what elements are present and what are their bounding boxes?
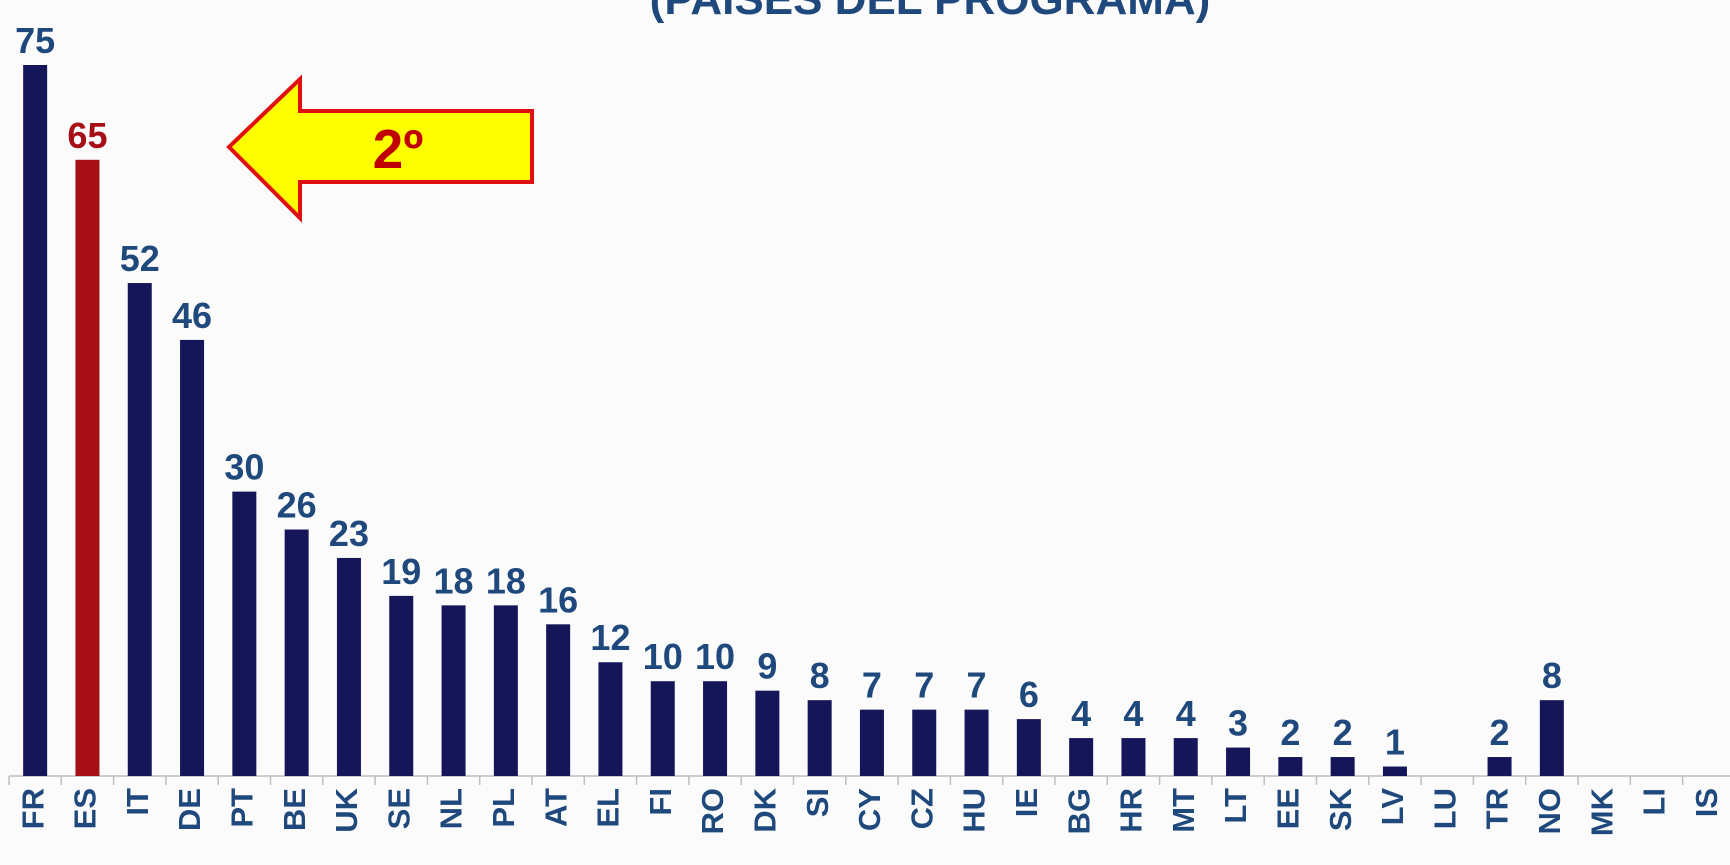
x-tick-label: SI <box>800 788 835 817</box>
arrow <box>226 74 534 223</box>
value-label: 2 <box>1280 712 1300 753</box>
bar <box>1173 738 1198 776</box>
bar <box>1069 738 1094 776</box>
x-tick-label: LT <box>1218 788 1253 824</box>
value-label: 7 <box>862 665 882 706</box>
bar <box>1226 747 1251 776</box>
value-label: 2 <box>1333 712 1353 753</box>
x-tick-label: LV <box>1375 788 1410 826</box>
bar <box>493 605 518 776</box>
x-tick-label: LI <box>1637 788 1672 816</box>
x-tick-label: PT <box>225 788 260 828</box>
bar <box>1121 738 1146 776</box>
bar <box>650 681 675 776</box>
value-label: 46 <box>172 295 212 336</box>
value-label: 65 <box>67 115 107 156</box>
x-tick-label: NO <box>1532 788 1567 835</box>
bar <box>389 595 414 776</box>
x-tick-label: IS <box>1689 788 1724 817</box>
value-label: 3 <box>1228 703 1248 744</box>
x-tick-label: FR <box>15 788 50 829</box>
bar <box>807 700 832 776</box>
x-tick-label: HR <box>1114 788 1149 833</box>
value-label: 2 <box>1490 712 1510 753</box>
bar <box>75 159 100 777</box>
bar <box>964 709 989 776</box>
value-label: 30 <box>224 447 264 488</box>
value-label: 1 <box>1385 722 1405 763</box>
value-label: 18 <box>434 560 474 601</box>
value-label: 23 <box>329 513 369 554</box>
value-label: 75 <box>15 20 55 61</box>
value-label: 8 <box>1542 655 1562 696</box>
value-label: 4 <box>1176 693 1196 734</box>
bar <box>441 605 466 776</box>
value-label: 6 <box>1019 674 1039 715</box>
x-tick-label: SE <box>381 788 416 829</box>
value-label: 8 <box>810 655 830 696</box>
value-label: 12 <box>590 617 630 658</box>
value-label: 52 <box>120 238 160 279</box>
value-label: 26 <box>277 485 317 526</box>
chart-title: (PAÍSES DEL PROGRAMA) <box>650 0 1211 24</box>
value-label: 10 <box>695 636 735 677</box>
x-tick-label: DE <box>172 788 207 831</box>
bar <box>912 709 937 776</box>
x-tick-label: HU <box>957 788 992 833</box>
value-label: 16 <box>538 579 578 620</box>
value-label: 7 <box>914 665 934 706</box>
bar <box>546 624 571 776</box>
bar <box>703 681 728 776</box>
value-label: 4 <box>1123 693 1143 734</box>
bar <box>598 662 623 776</box>
x-tick-label: MT <box>1166 788 1201 833</box>
bar <box>336 557 361 776</box>
value-label: 19 <box>381 551 421 592</box>
value-label: 9 <box>757 646 777 687</box>
x-tick-label: UK <box>329 787 364 832</box>
value-label: 7 <box>967 665 987 706</box>
bar <box>1330 757 1355 776</box>
x-tick-label: EL <box>591 788 626 828</box>
bar <box>1382 766 1407 776</box>
x-tick-label: ES <box>68 788 103 829</box>
bar <box>1539 700 1564 776</box>
bar <box>1487 757 1512 776</box>
x-tick-label: CY <box>852 788 887 831</box>
x-tick-label: SK <box>1323 787 1358 831</box>
bar <box>284 529 309 776</box>
bar <box>1278 757 1303 776</box>
x-tick-label: RO <box>695 788 730 835</box>
bar <box>1016 719 1041 776</box>
bar <box>180 339 205 776</box>
x-tick-label: IT <box>120 788 155 816</box>
value-label: 10 <box>643 636 683 677</box>
x-tick-label: BE <box>277 788 312 831</box>
bar <box>859 709 884 776</box>
x-tick-label: LU <box>1427 788 1462 829</box>
x-tick-label: CZ <box>904 788 939 829</box>
annotation: 2º <box>373 118 424 180</box>
bar <box>755 690 780 776</box>
x-tick-label: EE <box>1271 788 1306 829</box>
x-tick-label: MK <box>1584 787 1619 836</box>
x-tick-label: AT <box>538 788 573 827</box>
x-tick-label: DK <box>748 787 783 832</box>
x-tick-label: NL <box>434 788 469 829</box>
bar <box>232 491 257 776</box>
value-label: 18 <box>486 560 526 601</box>
x-tick-label: IE <box>1009 788 1044 817</box>
bar <box>127 283 152 776</box>
x-tick-label: TR <box>1480 788 1515 829</box>
x-tick-label: BG <box>1061 788 1096 835</box>
bar <box>23 65 48 776</box>
x-tick-label: PL <box>486 788 521 828</box>
value-label: 4 <box>1071 693 1091 734</box>
x-tick-label: FI <box>643 788 678 816</box>
